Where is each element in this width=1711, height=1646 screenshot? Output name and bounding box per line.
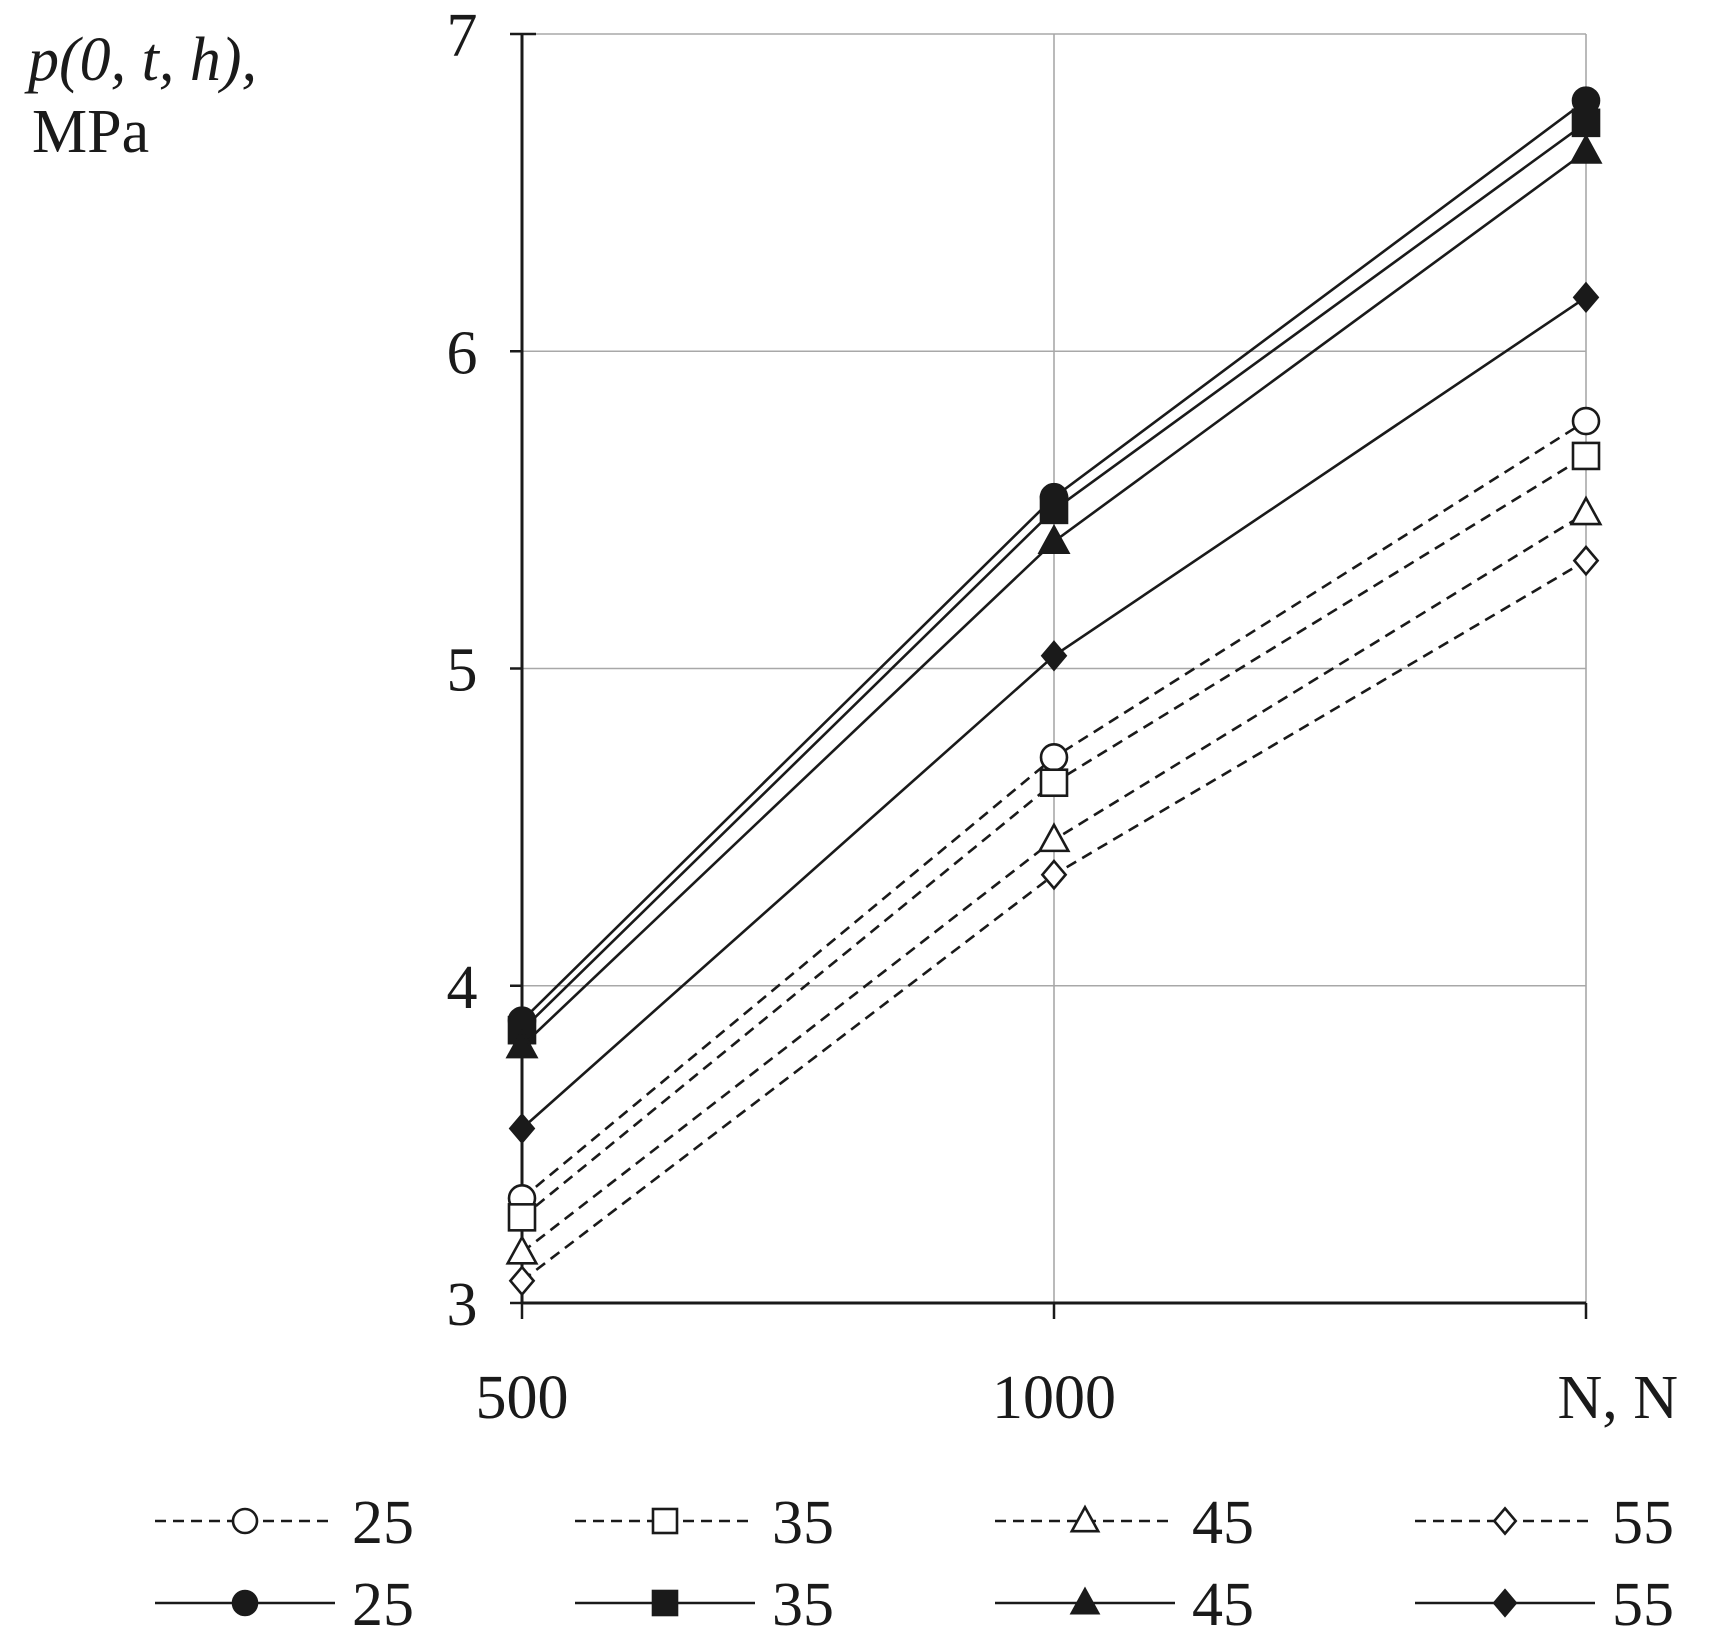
legend-marker xyxy=(1492,1588,1518,1618)
series-solid-35 xyxy=(507,108,1601,1045)
legend-item-dashed-25: 25 xyxy=(155,1489,414,1557)
y-axis-title-line1: p(0, t, h), xyxy=(24,26,257,94)
data-point xyxy=(1572,544,1600,577)
legend-label: 55 xyxy=(1612,1571,1674,1639)
legend-label: 25 xyxy=(352,1571,414,1639)
data-point xyxy=(1571,441,1601,471)
y-tick-label: 5 xyxy=(447,637,478,705)
legend-marker xyxy=(1492,1506,1518,1536)
data-point xyxy=(1039,768,1069,798)
legend-label: 45 xyxy=(1192,1489,1254,1557)
legend-item-solid-35: 35 xyxy=(575,1571,834,1639)
data-point xyxy=(1037,523,1071,554)
legend-marker xyxy=(651,1589,679,1617)
y-tick-label: 3 xyxy=(447,1271,478,1339)
legend-marker xyxy=(1069,1504,1101,1533)
data-point xyxy=(1039,743,1069,772)
series-dashed-45 xyxy=(505,495,1603,1265)
legend-marker xyxy=(651,1507,679,1535)
data-point xyxy=(1040,640,1068,672)
tick-labels: 3 4 5 6 7 500 1000 xyxy=(447,2,1117,1432)
axis-titles: p(0, t, h), MPa N, N xyxy=(24,26,1678,1432)
series-dashed-25 xyxy=(507,406,1601,1213)
data-point xyxy=(1039,495,1069,525)
y-axis-title-line2: MPa xyxy=(32,98,149,166)
data-point xyxy=(1040,859,1068,891)
legend-item-solid-55: 55 xyxy=(1415,1571,1674,1639)
series-group xyxy=(505,86,1603,1297)
data-point xyxy=(508,1112,536,1145)
legend-item-dashed-55: 55 xyxy=(1415,1489,1674,1557)
axes xyxy=(510,32,1588,1319)
series-solid-45 xyxy=(505,133,1603,1059)
data-point xyxy=(1571,406,1601,436)
x-axis-title: N, N xyxy=(1557,1364,1678,1432)
x-tick-label: 1000 xyxy=(992,1364,1116,1432)
legend-label: 45 xyxy=(1192,1571,1254,1639)
y-tick-label: 7 xyxy=(447,2,478,70)
legend-item-solid-45: 45 xyxy=(995,1571,1254,1639)
data-point xyxy=(1037,822,1071,853)
x-tick-label: 500 xyxy=(476,1364,569,1432)
data-point xyxy=(508,1265,536,1297)
data-point xyxy=(1569,133,1603,164)
data-point xyxy=(1569,495,1603,526)
legend-marker xyxy=(231,1589,259,1617)
legend-label: 25 xyxy=(352,1489,414,1557)
data-point xyxy=(1572,281,1600,313)
y-tick-label: 4 xyxy=(447,954,478,1022)
legend-label: 35 xyxy=(772,1489,834,1557)
legend-item-dashed-35: 35 xyxy=(575,1489,834,1557)
legend-label: 35 xyxy=(772,1571,834,1639)
series-solid-55 xyxy=(508,281,1600,1145)
series-dashed-55 xyxy=(508,544,1600,1297)
legend-item-solid-25: 25 xyxy=(155,1571,414,1639)
series-dashed-35 xyxy=(507,441,1601,1232)
legend: 25 35 45 55 25 35 45 55 xyxy=(155,1489,1674,1639)
data-point xyxy=(507,1203,537,1232)
legend-marker xyxy=(231,1507,259,1535)
data-point xyxy=(1571,108,1601,138)
legend-item-dashed-45: 45 xyxy=(995,1489,1254,1557)
legend-label: 55 xyxy=(1612,1489,1674,1557)
legend-marker xyxy=(1069,1586,1101,1615)
y-tick-label: 6 xyxy=(447,319,478,387)
data-point xyxy=(505,1234,539,1265)
data-point xyxy=(505,1028,539,1059)
